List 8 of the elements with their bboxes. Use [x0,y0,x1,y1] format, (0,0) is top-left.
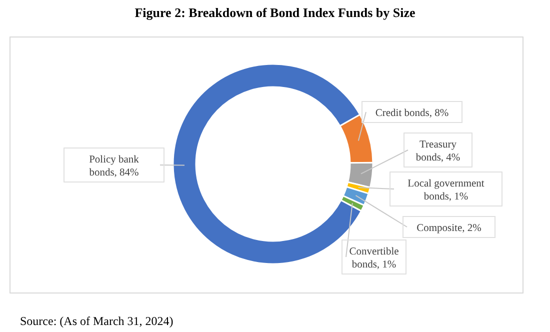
slice-label: Policy bank bonds, 84% [89,154,140,178]
slice-label: Local government bonds, 1% [408,178,484,202]
chart-title: Figure 2: Breakdown of Bond Index Funds by Size [134,5,416,20]
source-note: Source: (As of March 31, 2024) [20,314,174,328]
slice-label: Composite, 2% [416,223,482,234]
slice-label: Credit bonds, 8% [375,108,449,119]
slice-label: Treasury bonds, 4% [416,140,460,164]
slice-label: Convertible bonds, 1% [349,246,400,270]
